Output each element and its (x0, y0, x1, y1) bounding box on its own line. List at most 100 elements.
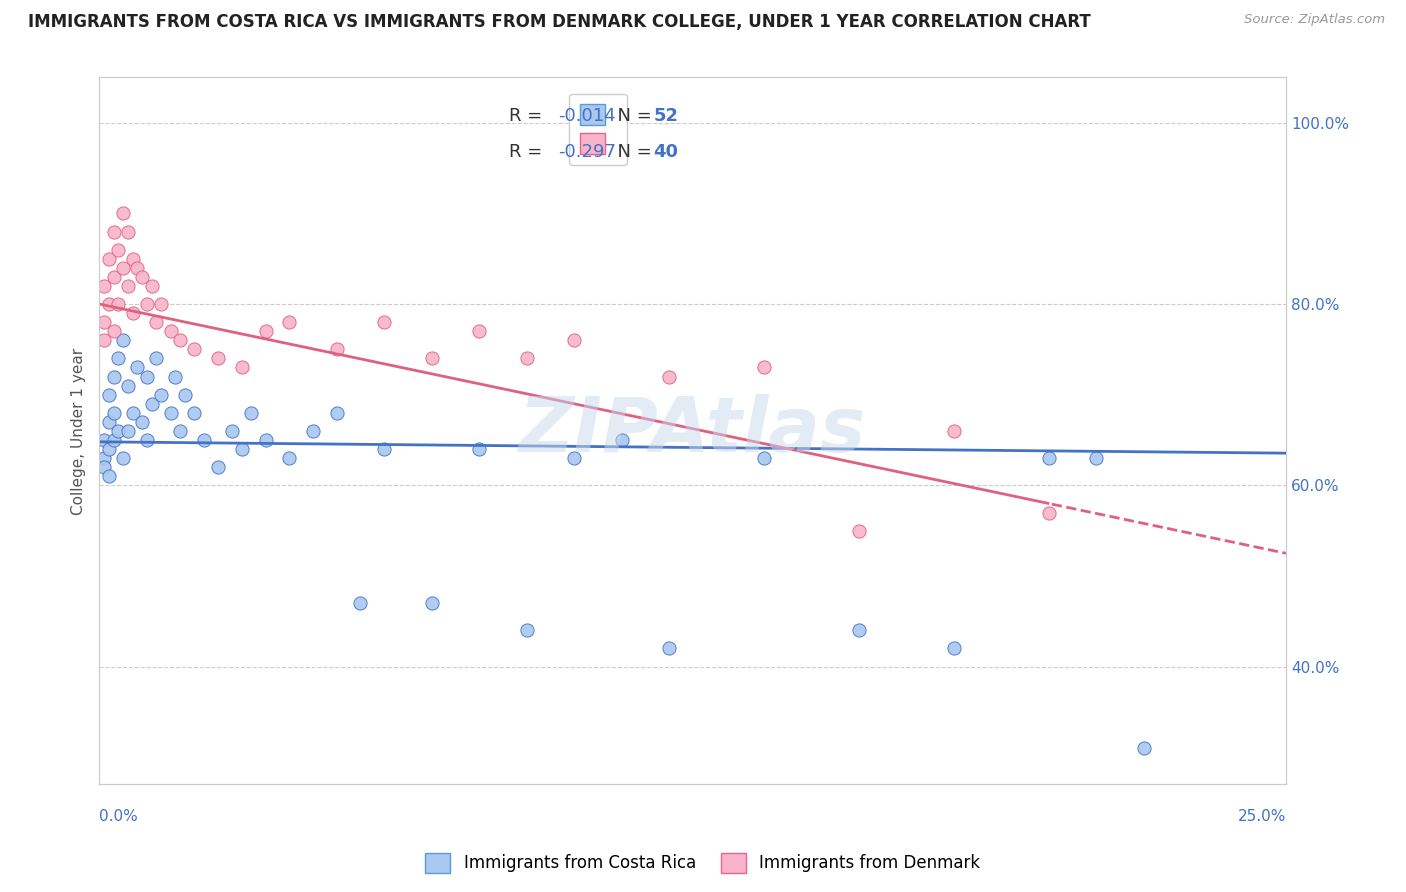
Point (93, 460, 115, 475)
Point (150, 387, 173, 401)
Point (516, 624, 538, 638)
Point (107, 424, 129, 438)
Text: IMMIGRANTS FROM COSTA RICA VS IMMIGRANTS FROM DENMARK COLLEGE, UNDER 1 YEAR CORR: IMMIGRANTS FROM COSTA RICA VS IMMIGRANTS… (28, 13, 1091, 31)
Point (231, 442, 253, 456)
Point (231, 360, 253, 375)
Point (1085, 451, 1108, 466)
Point (121, 252, 143, 266)
Point (207, 460, 229, 475)
Point (848, 624, 870, 638)
Point (121, 306, 143, 320)
Point (349, 596, 371, 610)
Point (169, 424, 191, 438)
Point (117, 225, 139, 239)
Point (942, 641, 965, 656)
Point (103, 269, 125, 284)
Point (420, 596, 443, 610)
Point (159, 406, 181, 420)
Point (112, 451, 135, 466)
Point (97, 387, 120, 401)
Point (145, 315, 167, 329)
Point (516, 351, 538, 366)
Point (169, 334, 191, 348)
Text: 40: 40 (654, 143, 679, 161)
Point (112, 334, 135, 348)
Point (302, 424, 325, 438)
Point (112, 206, 135, 220)
Point (103, 369, 125, 384)
Point (135, 433, 157, 447)
Point (103, 406, 125, 420)
Point (97, 415, 120, 429)
Point (254, 324, 277, 338)
Point (141, 279, 163, 293)
Text: -0.297: -0.297 (558, 143, 617, 161)
Point (610, 433, 633, 447)
Point (848, 524, 870, 538)
Point (562, 451, 585, 466)
Point (103, 433, 125, 447)
Point (1038, 451, 1060, 466)
Point (221, 424, 243, 438)
Point (97, 469, 120, 483)
Point (107, 243, 129, 257)
Point (150, 297, 173, 311)
Point (752, 360, 775, 375)
Text: N =: N = (606, 107, 658, 125)
Point (103, 324, 125, 338)
Point (135, 369, 157, 384)
Point (97, 442, 120, 456)
Point (93, 334, 115, 348)
Point (159, 324, 181, 338)
Legend: Immigrants from Costa Rica, Immigrants from Denmark: Immigrants from Costa Rica, Immigrants f… (419, 847, 987, 880)
Text: 25.0%: 25.0% (1237, 809, 1286, 824)
Point (278, 451, 301, 466)
Text: Source: ZipAtlas.com: Source: ZipAtlas.com (1244, 13, 1385, 27)
Point (326, 406, 349, 420)
Point (141, 397, 163, 411)
Point (127, 360, 149, 375)
Point (117, 424, 139, 438)
Point (373, 442, 395, 456)
Point (420, 351, 443, 366)
Point (942, 424, 965, 438)
Point (93, 451, 115, 466)
Point (112, 260, 135, 275)
Point (373, 315, 395, 329)
Point (1132, 741, 1154, 756)
Text: R =: R = (509, 107, 548, 125)
Legend: , : , (569, 94, 627, 165)
Point (107, 297, 129, 311)
Point (121, 406, 143, 420)
Point (165, 369, 187, 384)
Point (254, 433, 277, 447)
Point (1038, 506, 1060, 520)
Point (183, 343, 205, 357)
Point (278, 315, 301, 329)
Point (173, 387, 195, 401)
Point (97, 252, 120, 266)
Point (97, 297, 120, 311)
Text: 52: 52 (654, 107, 679, 125)
Point (183, 406, 205, 420)
Point (658, 369, 681, 384)
Point (145, 351, 167, 366)
Point (117, 378, 139, 392)
Text: N =: N = (606, 143, 658, 161)
Point (131, 269, 153, 284)
Text: R =: R = (509, 143, 548, 161)
Point (468, 442, 491, 456)
Point (127, 260, 149, 275)
Point (193, 433, 215, 447)
Point (135, 297, 157, 311)
Point (117, 279, 139, 293)
Point (658, 641, 681, 656)
Point (207, 351, 229, 366)
Y-axis label: College, Under 1 year: College, Under 1 year (72, 347, 86, 515)
Point (240, 406, 263, 420)
Point (562, 334, 585, 348)
Text: 0.0%: 0.0% (100, 809, 138, 824)
Point (107, 351, 129, 366)
Point (93, 433, 115, 447)
Text: ZIPAtlas: ZIPAtlas (519, 394, 866, 468)
